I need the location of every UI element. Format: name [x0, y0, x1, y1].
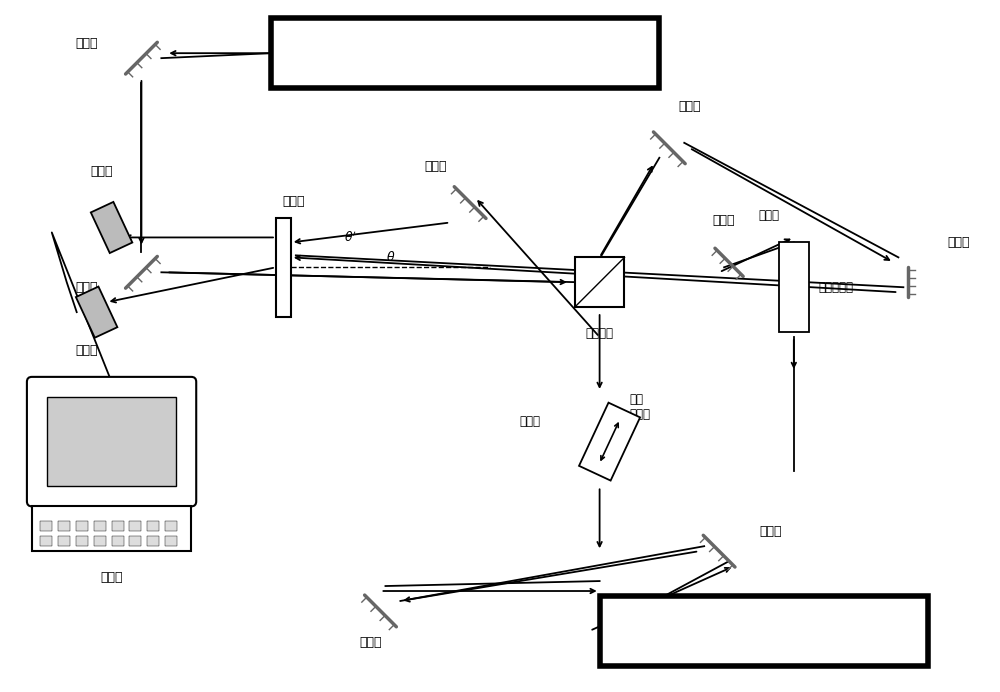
Text: 空间
滤波器: 空间 滤波器 [629, 393, 650, 421]
Text: $\theta'$: $\theta'$ [344, 230, 357, 245]
FancyBboxPatch shape [27, 377, 196, 507]
Text: $\theta$: $\theta$ [386, 251, 395, 264]
Polygon shape [579, 403, 640, 480]
Bar [40, 536, 52, 546]
Text: 凸透鈥: 凸透鈥 [519, 415, 540, 428]
Text: 功率计: 功率计 [75, 344, 98, 357]
Polygon shape [91, 202, 132, 253]
Bar [76, 536, 88, 546]
Bar [58, 536, 70, 546]
Text: 空间滤波器: 空间滤波器 [819, 281, 854, 293]
Bar [147, 521, 159, 531]
Text: 凸透鈥: 凸透鈥 [758, 210, 779, 223]
Polygon shape [76, 286, 117, 338]
Text: 样品台: 样品台 [282, 194, 305, 208]
Bar [112, 521, 124, 531]
Text: 计算机: 计算机 [100, 571, 123, 584]
Text: 平面镜: 平面镜 [75, 37, 98, 50]
Bar [271, 18, 659, 88]
Text: 平面镜: 平面镜 [75, 281, 98, 293]
Text: 激光器（532nm）: 激光器（532nm） [420, 46, 510, 60]
Bar [779, 242, 809, 332]
Text: 平面镜: 平面镜 [359, 636, 382, 649]
Text: 平面镜: 平面镜 [713, 215, 735, 228]
Bar [165, 536, 177, 546]
Text: 平面镜: 平面镜 [424, 160, 447, 173]
Bar [165, 521, 177, 531]
Bar [129, 536, 141, 546]
Bar [276, 217, 291, 317]
Text: 分束棱镜: 分束棱镜 [586, 327, 614, 340]
Bar [112, 536, 124, 546]
Text: 平面镜: 平面镜 [759, 525, 781, 538]
Bar [575, 257, 624, 307]
Bar [47, 397, 176, 486]
Bar [32, 507, 191, 551]
Bar [147, 536, 159, 546]
Bar [94, 521, 106, 531]
Bar [40, 521, 52, 531]
Text: 功率计: 功率计 [90, 165, 113, 178]
Text: 平面镜: 平面镜 [947, 236, 969, 249]
Text: 激光器（633nm）: 激光器（633nm） [719, 624, 809, 638]
Bar [76, 521, 88, 531]
Bar [94, 536, 106, 546]
Bar [58, 521, 70, 531]
Bar [600, 596, 928, 666]
Bar [129, 521, 141, 531]
Text: 平面镜: 平面镜 [678, 100, 700, 113]
